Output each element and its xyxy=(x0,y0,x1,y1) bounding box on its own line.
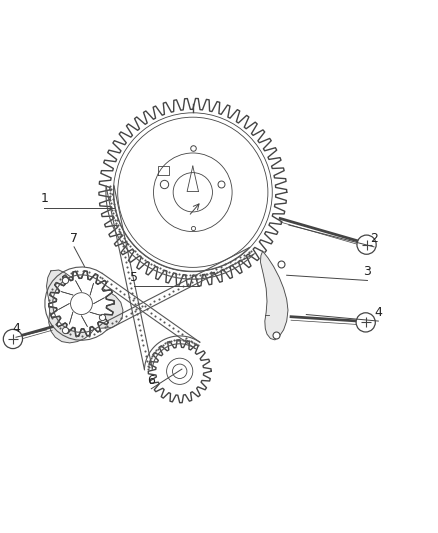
Polygon shape xyxy=(46,270,123,343)
Text: 4: 4 xyxy=(374,306,382,319)
Circle shape xyxy=(71,293,92,314)
Circle shape xyxy=(356,313,375,332)
Polygon shape xyxy=(49,271,114,336)
Text: 6: 6 xyxy=(148,374,155,386)
Text: 7: 7 xyxy=(70,232,78,245)
Polygon shape xyxy=(99,99,287,286)
Polygon shape xyxy=(49,271,114,336)
Polygon shape xyxy=(261,251,288,340)
Circle shape xyxy=(153,153,232,231)
Text: 5: 5 xyxy=(130,271,138,284)
Circle shape xyxy=(113,113,272,272)
Circle shape xyxy=(173,173,212,212)
Circle shape xyxy=(357,235,376,254)
Circle shape xyxy=(4,329,22,349)
Text: 2: 2 xyxy=(370,232,378,245)
Text: 1: 1 xyxy=(40,192,48,205)
Circle shape xyxy=(71,293,92,314)
Circle shape xyxy=(166,358,193,384)
Circle shape xyxy=(173,364,187,378)
Polygon shape xyxy=(148,340,211,403)
Text: 3: 3 xyxy=(364,265,371,278)
Text: 4: 4 xyxy=(12,322,20,335)
Circle shape xyxy=(118,117,268,268)
